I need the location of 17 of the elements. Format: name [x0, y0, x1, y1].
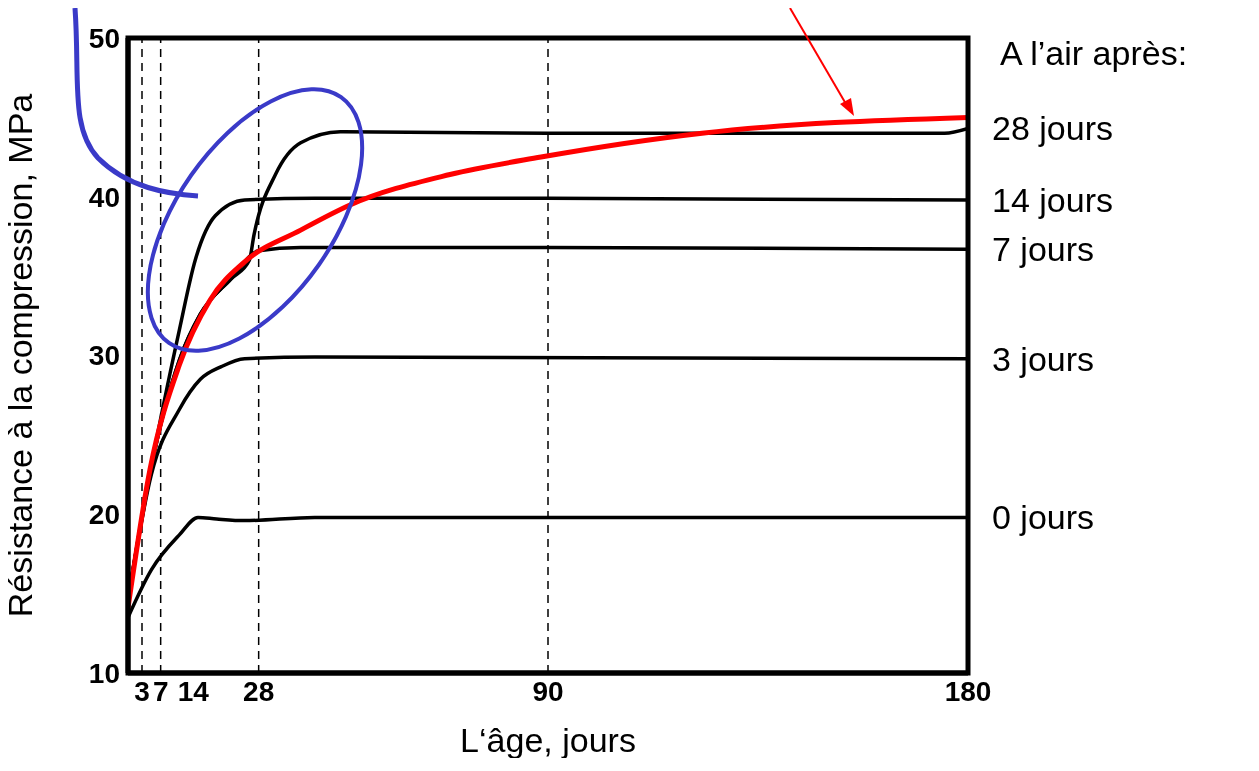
- series-label: 14 jours: [992, 180, 1113, 219]
- x-tick-label: 180: [944, 675, 992, 707]
- text: A l’air après:: [1000, 34, 1188, 73]
- y-tick-label: 20: [88, 499, 120, 531]
- series-label: 3 jours: [992, 339, 1095, 378]
- series-label: 7 jours: [992, 230, 1095, 269]
- x-tick-label: 14: [177, 675, 210, 707]
- y-tick-label: 10: [88, 657, 120, 689]
- y-tick-label: 40: [88, 181, 120, 213]
- y-tick-label: 50: [88, 22, 120, 54]
- x-tick-label: 7: [152, 675, 169, 707]
- series-label: 28 jours: [992, 109, 1113, 148]
- x-tick-label: 90: [532, 675, 564, 707]
- series-label: 0 jours: [992, 498, 1095, 537]
- y-tick-label: 30: [88, 340, 120, 372]
- x-tick-label: 28: [243, 675, 275, 707]
- x-tick-label: 3: [134, 675, 150, 707]
